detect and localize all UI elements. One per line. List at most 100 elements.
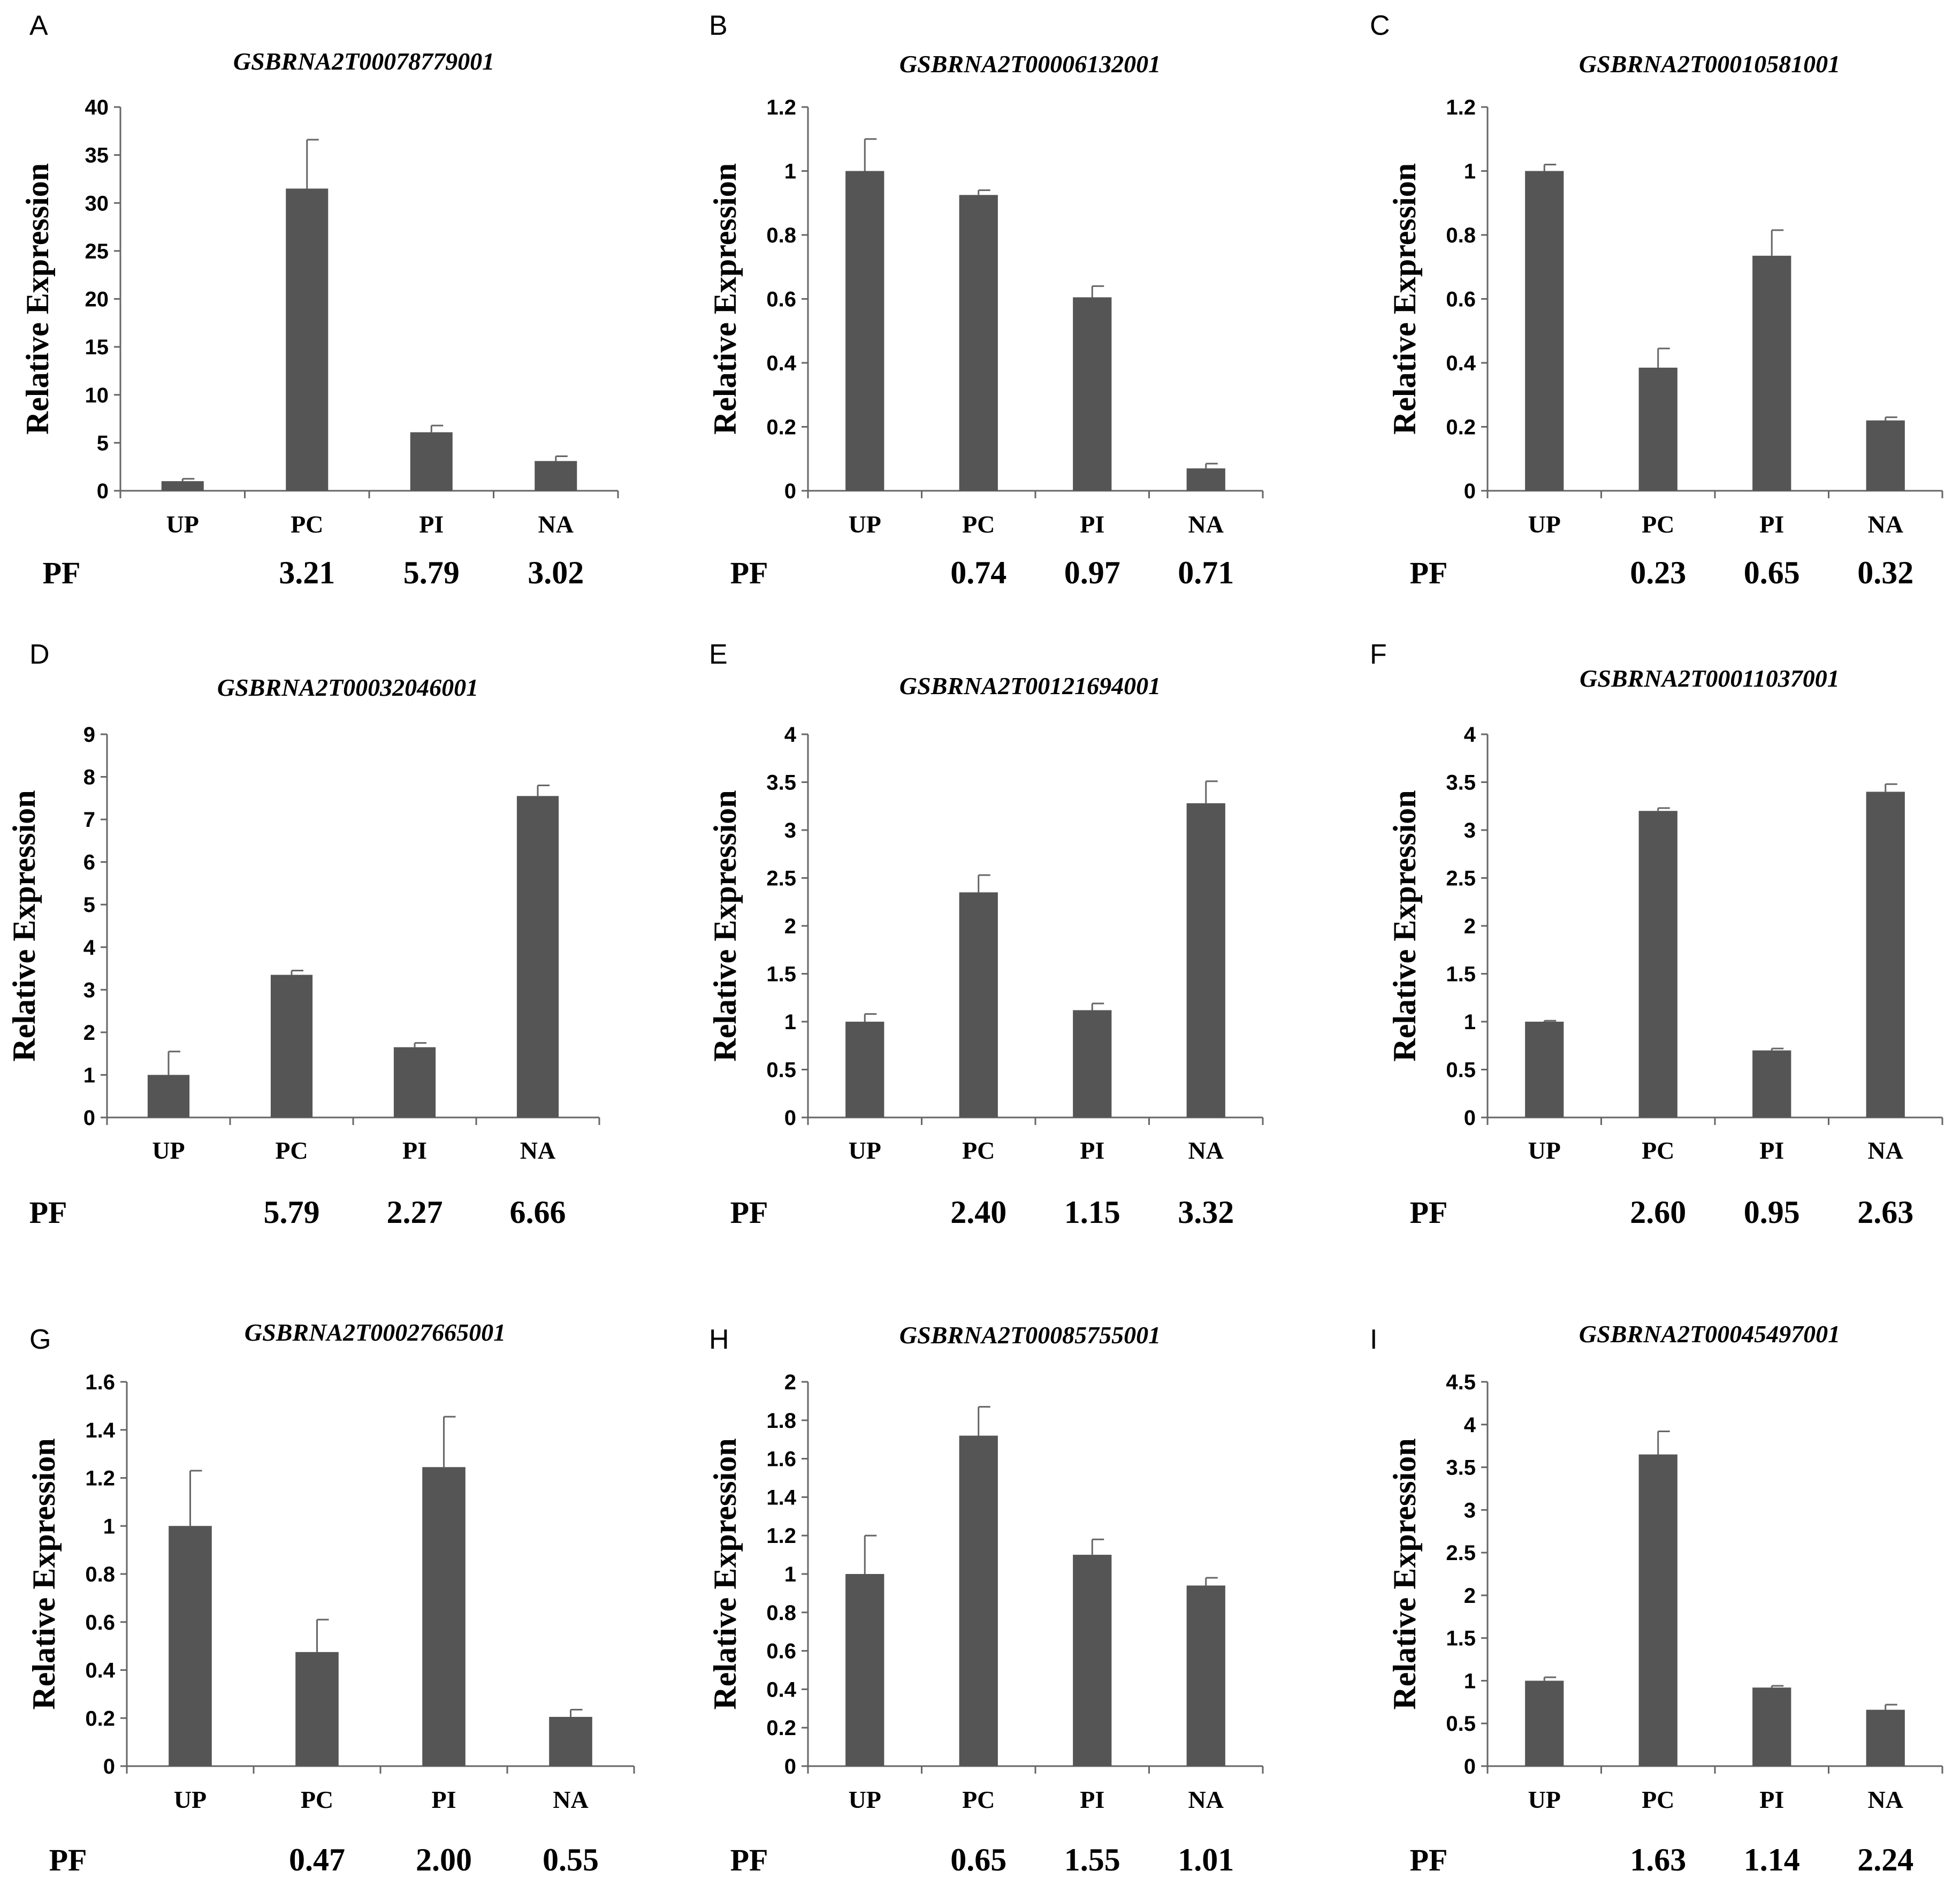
y-tick-label: 2.5 (766, 867, 796, 891)
y-tick-label: 1 (1464, 1010, 1476, 1034)
bar-pc (270, 975, 313, 1117)
y-tick-label: 1 (103, 1515, 115, 1538)
y-tick-label: 9 (83, 723, 95, 747)
x-tick-label: PI (1759, 1137, 1784, 1164)
x-tick-label: NA (1188, 511, 1224, 538)
pf-value: 1.01 (1178, 1842, 1234, 1877)
pf-value: 5.79 (403, 555, 460, 590)
x-tick-label: PC (962, 1786, 995, 1813)
y-tick-label: 0.2 (766, 416, 796, 439)
y-tick-label: 20 (85, 288, 109, 311)
bar-up (1525, 171, 1564, 491)
y-axis-label: Relative Expression (1387, 163, 1422, 435)
y-tick-label: 1.5 (766, 963, 796, 986)
x-tick-label: UP (1528, 511, 1561, 538)
y-tick-label: 0 (1464, 1755, 1476, 1778)
y-tick-label: 1.4 (85, 1419, 115, 1442)
bar-na (516, 796, 559, 1117)
y-tick-label: 1 (784, 1010, 796, 1034)
chart-panel-i: I GSBRNA2T00045497001 Relative Expression 0… (1370, 1320, 1943, 1877)
y-tick-label: 2.5 (1446, 867, 1476, 891)
chart-title: GSBRNA2T00121694001 (899, 672, 1161, 699)
y-tick-label: 3 (1464, 819, 1476, 842)
x-tick-label: PC (962, 1137, 995, 1164)
y-tick-label: 2.5 (1446, 1541, 1476, 1565)
pf-value: 0.97 (1064, 555, 1120, 590)
y-axis-label: Relative Expression (707, 790, 743, 1061)
y-tick-label: 2 (784, 1371, 796, 1394)
x-tick-label: PC (962, 511, 995, 538)
y-tick-label: 0 (784, 1106, 796, 1130)
y-tick-label: 0.6 (766, 1640, 796, 1663)
y-tick-label: 0.4 (1446, 352, 1476, 375)
bar-na (1866, 1709, 1905, 1766)
chart-title: GSBRNA2T00078779001 (233, 48, 494, 75)
x-tick-label: PC (275, 1137, 308, 1164)
y-tick-label: 3.5 (1446, 771, 1476, 795)
chart-title: GSBRNA2T00027665001 (245, 1319, 506, 1346)
y-tick-label: 0.2 (1446, 416, 1476, 439)
bar-up (1525, 1022, 1564, 1117)
pf-value: 2.40 (950, 1195, 1006, 1230)
y-tick-label: 3.5 (1446, 1456, 1476, 1480)
y-tick-label: 3 (1464, 1499, 1476, 1522)
bar-up (1525, 1680, 1564, 1766)
y-tick-label: 4 (784, 723, 797, 747)
y-tick-label: 0.6 (85, 1611, 115, 1634)
x-tick-label: PI (432, 1786, 456, 1813)
y-tick-label: 1 (83, 1063, 95, 1087)
chart-panel-c: C GSBRNA2T00010581001 Relative Expression 0… (1370, 10, 1943, 590)
y-axis-label: Relative Expression (26, 1438, 62, 1709)
y-tick-label: 3.5 (766, 771, 796, 795)
y-tick-label: 3 (784, 819, 796, 842)
pf-label: PF (49, 1843, 87, 1877)
y-tick-label: 1.4 (766, 1486, 796, 1509)
y-tick-label: 4 (83, 936, 96, 960)
x-tick-label: PI (419, 511, 444, 538)
bar-pi (1752, 255, 1791, 491)
panel-letter: A (29, 10, 48, 41)
pf-value: 0.65 (950, 1842, 1006, 1877)
y-tick-label: 0.2 (85, 1707, 115, 1730)
x-tick-label: UP (849, 511, 881, 538)
pf-value: 0.95 (1744, 1195, 1800, 1230)
pf-value: 3.02 (528, 555, 584, 590)
bar-pc (286, 188, 329, 491)
x-tick-label: UP (849, 1137, 881, 1164)
y-tick-label: 0.5 (1446, 1059, 1476, 1082)
bar-pi (393, 1047, 436, 1117)
pf-value: 2.00 (416, 1842, 472, 1877)
y-tick-label: 1.2 (766, 96, 796, 119)
pf-value: 0.47 (289, 1842, 345, 1877)
pf-label: PF (29, 1195, 67, 1230)
y-tick-label: 0 (97, 480, 109, 503)
bar-up (845, 1022, 884, 1117)
y-tick-label: 0 (1464, 480, 1476, 503)
pf-value: 0.65 (1744, 555, 1800, 590)
bar-na (1186, 803, 1225, 1117)
panel-letter: G (29, 1324, 51, 1355)
x-tick-label: UP (152, 1137, 185, 1164)
y-axis-label: Relative Expression (707, 163, 743, 435)
y-tick-label: 0.8 (766, 1601, 796, 1625)
y-tick-label: 2 (1464, 1584, 1476, 1608)
pf-value: 0.55 (543, 1842, 599, 1877)
panel-letter: F (1370, 639, 1387, 670)
pf-value: 0.74 (950, 555, 1006, 590)
y-tick-label: 2 (1464, 915, 1476, 938)
bar-pi (1073, 1555, 1112, 1766)
bar-na (1186, 1585, 1225, 1766)
bar-up (161, 481, 204, 491)
y-tick-label: 1.5 (1446, 963, 1476, 986)
pf-label: PF (730, 556, 768, 590)
x-tick-label: UP (849, 1786, 881, 1813)
y-tick-label: 0.6 (766, 288, 796, 311)
x-tick-label: PC (1642, 1137, 1674, 1164)
x-tick-label: PI (1080, 1137, 1104, 1164)
y-tick-label: 0.4 (766, 1678, 796, 1701)
chart-panel-g: G GSBRNA2T00027665001 Relative Expression 0… (26, 1319, 635, 1877)
x-tick-label: UP (1528, 1786, 1561, 1813)
pf-label: PF (730, 1843, 768, 1877)
pf-label: PF (1410, 556, 1448, 590)
y-tick-label: 1.2 (1446, 96, 1476, 119)
